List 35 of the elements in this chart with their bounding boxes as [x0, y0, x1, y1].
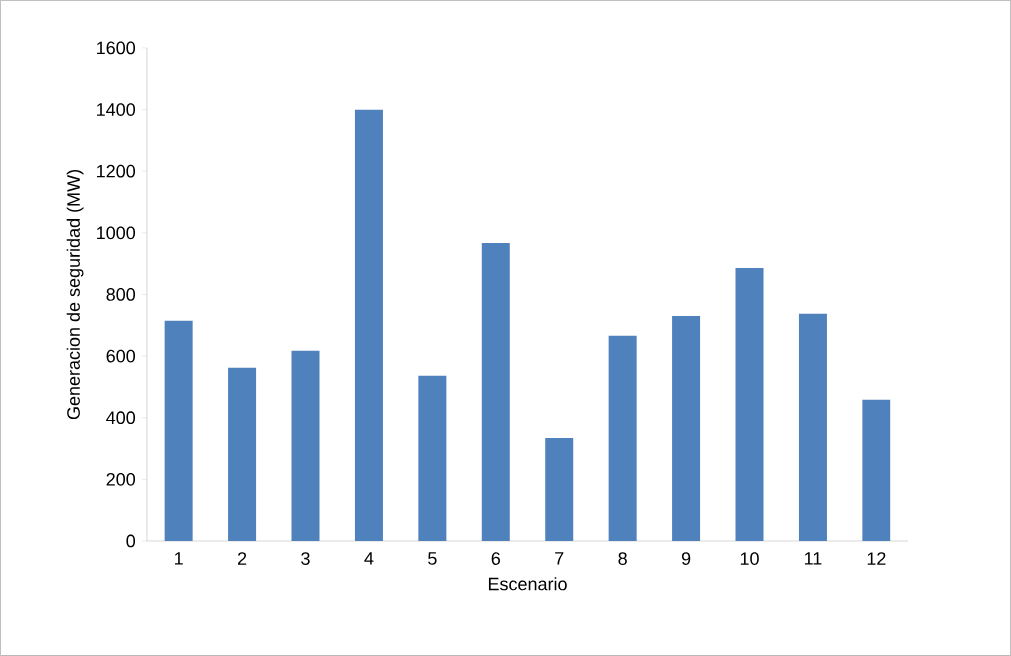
bar: [481, 243, 510, 542]
bar: [862, 399, 891, 542]
y-tick-label: 0: [126, 534, 136, 548]
bar: [735, 267, 764, 542]
y-tick-label: 200: [106, 473, 136, 486]
x-tick-label: 7: [555, 552, 564, 565]
bar: [354, 109, 383, 542]
x-tick-label: 8: [618, 552, 627, 565]
x-tick-label: 10: [740, 552, 759, 565]
x-tick-label: 9: [681, 552, 691, 565]
bar: [291, 350, 320, 542]
y-tick-label: 1400: [97, 103, 136, 116]
x-tick-label: 11: [804, 552, 822, 565]
bar: [228, 367, 257, 542]
bar: [672, 316, 701, 542]
bar: [608, 335, 637, 542]
x-tick-label: 12: [867, 552, 886, 565]
y-tick-label: 400: [106, 411, 136, 425]
x-tick-label: 3: [301, 552, 310, 565]
bar: [164, 320, 193, 542]
x-tick-label: 6: [491, 552, 501, 565]
y-tick-label: 1600: [97, 41, 136, 55]
y-tick-label: 600: [106, 349, 136, 363]
y-tick-label: 1000: [97, 226, 136, 240]
x-tick-label: 2: [237, 552, 247, 565]
bar: [418, 375, 447, 542]
y-tick-label: 800: [106, 288, 136, 301]
x-axis-title: Escenario: [488, 577, 567, 591]
y-tick-label: 1200: [97, 164, 136, 178]
bar: [545, 438, 574, 542]
y-axis-title: Generacion de seguridad (MW): [66, 170, 84, 420]
x-tick-label: 5: [428, 552, 437, 565]
x-tick-label: 4: [364, 552, 374, 565]
bar: [798, 313, 827, 542]
x-tick-label: 1: [175, 552, 183, 565]
